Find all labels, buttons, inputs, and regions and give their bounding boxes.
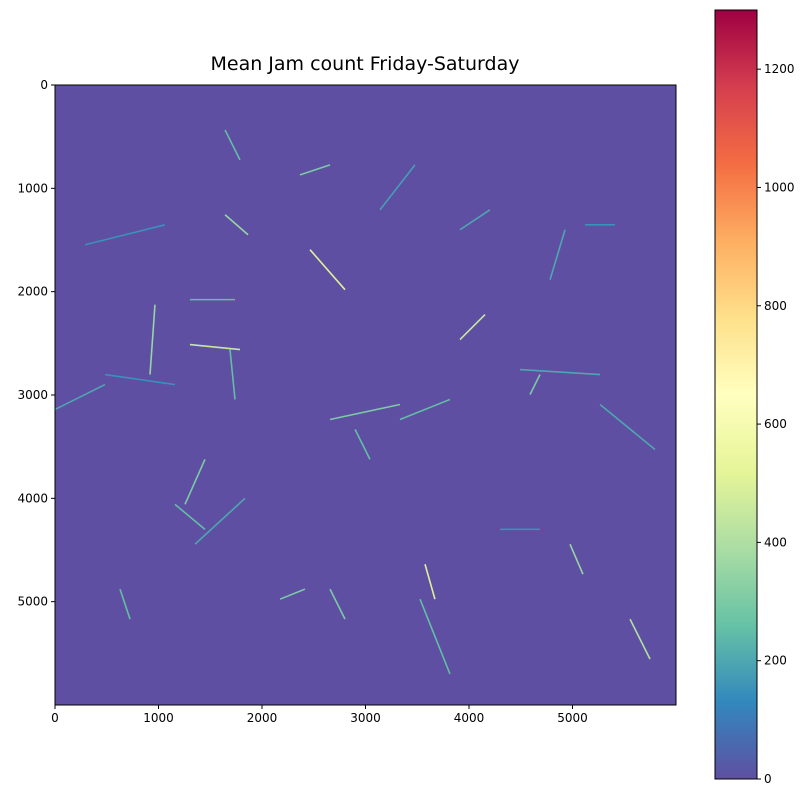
road-segment xyxy=(189,343,241,351)
road-segment xyxy=(419,598,451,675)
x-tick-label: 4000 xyxy=(454,711,485,725)
road-segment xyxy=(399,398,451,421)
road-segment xyxy=(279,588,306,600)
road-segment xyxy=(569,543,584,575)
colorbar-tick-label: 400 xyxy=(764,535,787,549)
road-segment xyxy=(459,209,491,231)
colorbar-tick-label: 200 xyxy=(764,654,787,668)
chart-title: Mean Jam count Friday-Saturday xyxy=(211,53,520,75)
colorbar-tick-label: 1000 xyxy=(764,180,795,194)
road-segment xyxy=(229,349,236,400)
y-tick-label: 2000 xyxy=(17,285,48,299)
road-segment xyxy=(55,383,106,411)
colorbar-tick-label: 0 xyxy=(764,772,772,786)
road-segment xyxy=(459,314,486,341)
colorbar xyxy=(714,9,758,780)
x-tick-label: 0 xyxy=(51,711,59,725)
road-segment xyxy=(184,459,206,505)
road-segment xyxy=(149,304,156,375)
x-tick-label: 3000 xyxy=(350,711,381,725)
road-segment xyxy=(329,588,346,620)
x-tick-label: 2000 xyxy=(247,711,278,725)
road-segment xyxy=(329,403,401,421)
y-tick-label: 5000 xyxy=(17,595,48,609)
road-segment xyxy=(224,129,241,161)
road-segment xyxy=(519,368,601,376)
road-segment xyxy=(549,229,566,280)
y-tick-label: 1000 xyxy=(17,181,48,195)
road-segment xyxy=(174,503,206,530)
colorbar-tick-label: 1200 xyxy=(764,62,795,76)
road-segment xyxy=(84,224,166,246)
x-tick-label: 1000 xyxy=(143,711,174,725)
image-background xyxy=(55,85,676,705)
road-segment xyxy=(379,164,416,211)
colorbar-tick-label: 600 xyxy=(764,417,787,431)
road-segment xyxy=(119,588,131,620)
road-segment xyxy=(599,403,656,451)
road-segment xyxy=(104,373,176,386)
x-tick-label: 5000 xyxy=(557,711,588,725)
road-segment xyxy=(309,249,346,291)
road-segment xyxy=(299,164,331,176)
road-segment xyxy=(194,497,246,545)
road-segment xyxy=(354,429,371,460)
road-segment xyxy=(424,564,436,600)
road-segment xyxy=(529,374,541,395)
y-tick-label: 0 xyxy=(40,78,48,92)
colorbar-tick-label: 800 xyxy=(764,299,787,313)
y-tick-label: 3000 xyxy=(17,388,48,402)
image xyxy=(55,85,676,705)
y-tick-label: 4000 xyxy=(17,491,48,505)
road-segment xyxy=(629,618,651,660)
road-segment xyxy=(224,214,249,236)
